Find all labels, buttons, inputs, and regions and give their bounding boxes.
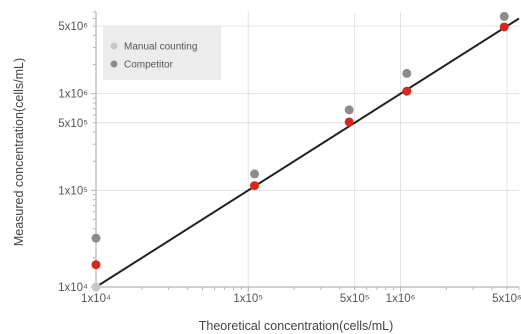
y-tick-label: 1x10⁶ (58, 89, 88, 101)
data-point-manual-counting (91, 282, 101, 292)
data-point-competitor (91, 233, 101, 243)
data-point-series-2 (250, 181, 260, 191)
x-tick-label: 1x10⁴ (81, 293, 111, 305)
legend-marker-manual-counting (110, 42, 118, 50)
x-tick-label: 1x10⁵ (233, 293, 263, 305)
data-point-competitor (344, 105, 354, 115)
legend-label-competitor: Competitor (124, 60, 174, 71)
y-tick-label: 1x10⁵ (58, 185, 88, 197)
y-tick-label: 1x10⁴ (58, 282, 88, 294)
data-point-competitor (402, 68, 412, 78)
data-point-series-2 (499, 22, 509, 32)
legend: Manual counting Competitor (103, 26, 221, 80)
data-points (91, 11, 509, 292)
y-tick-label: 5x10⁵ (58, 118, 88, 130)
y-axis-title: Measured concentration(cells/mL) (12, 58, 26, 246)
x-tick-label: 5x10⁶ (492, 293, 521, 305)
fit-line (95, 17, 520, 288)
fit-line-group (95, 17, 520, 288)
legend-marker-competitor (110, 60, 118, 68)
data-point-series-2 (402, 86, 412, 96)
data-point-series-2 (91, 260, 101, 270)
x-tick-label: 5x10⁵ (340, 293, 370, 305)
tick-labels: 1x10⁴ 1x10⁵ 5x10⁵ 1x10⁶ 5x10⁶ 1x10⁴ 1x10⁵ 5x10⁵… (58, 21, 521, 305)
data-point-competitor (499, 11, 509, 21)
x-axis-title: Theoretical concentration(cells/mL) (199, 319, 394, 333)
grid (96, 12, 519, 287)
y-tick-label: 5x10⁶ (58, 21, 88, 33)
legend-label-manual-counting: Manual counting (124, 42, 197, 53)
legend-box (103, 26, 221, 80)
data-point-series-2 (344, 117, 354, 127)
x-tick-label: 1x10⁶ (386, 293, 416, 305)
data-point-competitor (250, 169, 260, 179)
